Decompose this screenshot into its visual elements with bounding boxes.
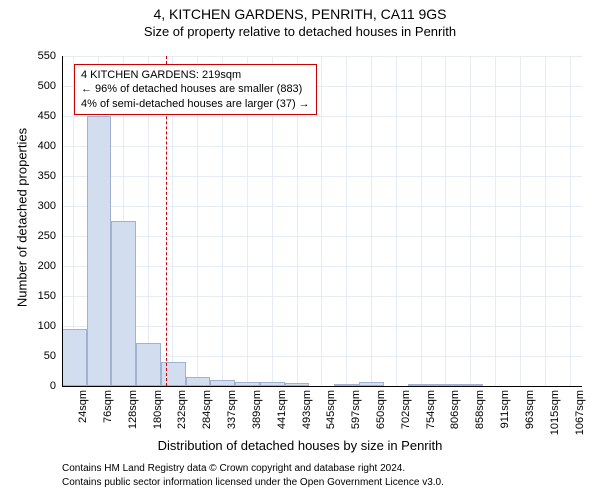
x-tick-label: 963sqm [524,390,536,429]
histogram-bar [111,221,136,386]
y-tick-label: 400 [26,140,56,152]
y-tick-label: 500 [26,80,56,92]
chart-title: 4, KITCHEN GARDENS, PENRITH, CA11 9GS [0,6,600,22]
y-axis-label: Number of detached properties [15,128,30,308]
x-tick-label: 76sqm [102,390,114,423]
grid-line-v [545,56,546,386]
y-tick-label: 200 [26,260,56,272]
histogram-bar [161,362,186,386]
grid-line-v [346,56,347,386]
annotation-line-3: 4% of semi-detached houses are larger (3… [81,97,310,111]
x-tick-label: 858sqm [474,390,486,429]
annotation-line-2: ← 96% of detached houses are smaller (88… [81,82,310,96]
footer-line-1: Contains HM Land Registry data © Crown c… [62,462,405,475]
x-axis-label: Distribution of detached houses by size … [0,438,600,453]
annotation-box: 4 KITCHEN GARDENS: 219sqm← 96% of detach… [74,64,317,115]
grid-line-v [495,56,496,386]
y-tick-label: 550 [26,50,56,62]
y-tick-label: 300 [26,200,56,212]
histogram-bar [186,377,211,386]
y-tick-label: 350 [26,170,56,182]
grid-line-v [520,56,521,386]
grid-line-v [470,56,471,386]
histogram-bar [87,116,112,386]
y-tick-label: 150 [26,290,56,302]
grid-line-v [421,56,422,386]
y-tick-label: 250 [26,230,56,242]
x-tick-label: 1015sqm [549,390,561,435]
grid-line-v [396,56,397,386]
x-tick-label: 702sqm [400,390,412,429]
x-tick-label: 232sqm [176,390,188,429]
y-tick-label: 450 [26,110,56,122]
x-tick-label: 545sqm [325,390,337,429]
grid-line-v [321,56,322,386]
footer-line-2: Contains public sector information licen… [62,476,444,489]
x-tick-label: 284sqm [201,390,213,429]
y-axis-line [62,56,63,386]
y-tick-label: 50 [26,350,56,362]
y-tick-label: 0 [26,380,56,392]
x-tick-label: 806sqm [449,390,461,429]
x-tick-label: 389sqm [251,390,263,429]
grid-line-v [445,56,446,386]
chart-subtitle: Size of property relative to detached ho… [0,24,600,39]
chart-container: { "title": "4, KITCHEN GARDENS, PENRITH,… [0,0,600,500]
x-axis-line [62,386,582,387]
x-tick-label: 180sqm [152,390,164,429]
x-tick-label: 128sqm [127,390,139,429]
x-tick-label: 337sqm [226,390,238,429]
y-tick-label: 100 [26,320,56,332]
x-tick-label: 1067sqm [574,390,586,435]
annotation-line-1: 4 KITCHEN GARDENS: 219sqm [81,68,310,82]
grid-line-v [371,56,372,386]
x-tick-label: 597sqm [350,390,362,429]
x-tick-label: 441sqm [276,390,288,429]
histogram-bar [62,329,87,386]
x-tick-label: 24sqm [77,390,89,423]
x-tick-label: 754sqm [425,390,437,429]
x-tick-label: 650sqm [375,390,387,429]
x-tick-label: 911sqm [499,390,511,428]
x-tick-label: 493sqm [301,390,313,429]
histogram-bar [136,343,161,386]
grid-line-v [570,56,571,386]
